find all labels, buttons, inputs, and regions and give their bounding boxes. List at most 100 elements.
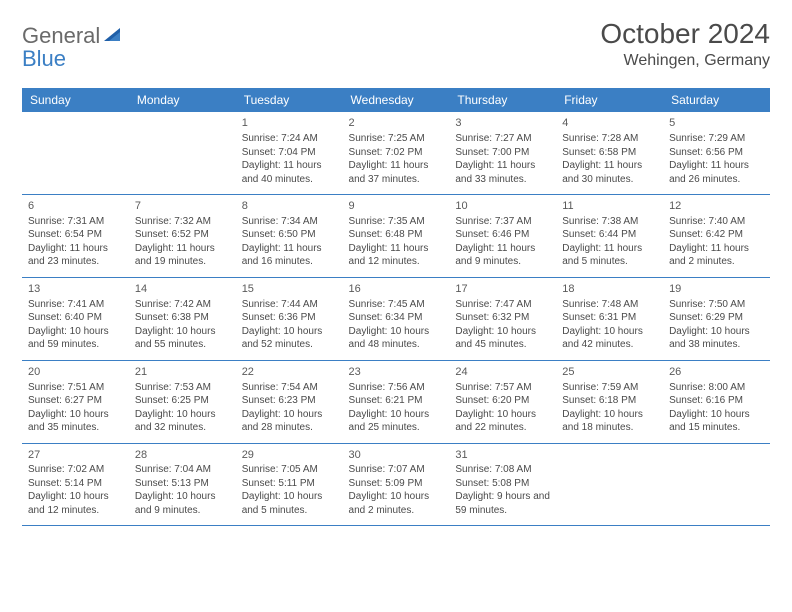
day-number: 31 [455,448,550,463]
day-header: Saturday [663,88,770,112]
day-number: 18 [562,282,657,297]
sunrise-text: Sunrise: 7:04 AM [135,463,230,477]
sunset-text: Sunset: 6:36 PM [242,311,337,325]
daylight-text: Daylight: 11 hours and 5 minutes. [562,242,657,269]
sunrise-text: Sunrise: 7:54 AM [242,381,337,395]
daylight-text: Daylight: 11 hours and 16 minutes. [242,242,337,269]
daylight-text: Daylight: 10 hours and 35 minutes. [28,408,123,435]
sunset-text: Sunset: 6:54 PM [28,228,123,242]
calendar-head: SundayMondayTuesdayWednesdayThursdayFrid… [22,88,770,112]
page-header: GeneralBlue October 2024 Wehingen, Germa… [22,18,770,70]
day-number: 19 [669,282,764,297]
day-number: 14 [135,282,230,297]
day-cell: 30Sunrise: 7:07 AMSunset: 5:09 PMDayligh… [343,443,450,526]
daylight-text: Daylight: 10 hours and 18 minutes. [562,408,657,435]
day-cell: 7Sunrise: 7:32 AMSunset: 6:52 PMDaylight… [129,195,236,278]
sunrise-text: Sunrise: 7:35 AM [349,215,444,229]
day-header: Thursday [449,88,556,112]
daylight-text: Daylight: 10 hours and 45 minutes. [455,325,550,352]
day-number: 17 [455,282,550,297]
sunset-text: Sunset: 6:25 PM [135,394,230,408]
day-number: 7 [135,199,230,214]
calendar-table: SundayMondayTuesdayWednesdayThursdayFrid… [22,88,770,526]
day-cell: 19Sunrise: 7:50 AMSunset: 6:29 PMDayligh… [663,277,770,360]
sunset-text: Sunset: 6:21 PM [349,394,444,408]
sunrise-text: Sunrise: 7:47 AM [455,298,550,312]
day-cell: 3Sunrise: 7:27 AMSunset: 7:00 PMDaylight… [449,112,556,194]
day-number: 21 [135,365,230,380]
day-number: 23 [349,365,444,380]
day-number: 28 [135,448,230,463]
day-cell: 6Sunrise: 7:31 AMSunset: 6:54 PMDaylight… [22,195,129,278]
day-cell: 1Sunrise: 7:24 AMSunset: 7:04 PMDaylight… [236,112,343,194]
sunrise-text: Sunrise: 7:38 AM [562,215,657,229]
sunrise-text: Sunrise: 7:02 AM [28,463,123,477]
day-number: 16 [349,282,444,297]
day-cell [556,443,663,526]
title-block: October 2024 Wehingen, Germany [600,18,770,70]
calendar-body: 1Sunrise: 7:24 AMSunset: 7:04 PMDaylight… [22,112,770,526]
daylight-text: Daylight: 10 hours and 2 minutes. [349,490,444,517]
week-row: 27Sunrise: 7:02 AMSunset: 5:14 PMDayligh… [22,443,770,526]
day-cell: 17Sunrise: 7:47 AMSunset: 6:32 PMDayligh… [449,277,556,360]
daylight-text: Daylight: 10 hours and 22 minutes. [455,408,550,435]
day-cell: 18Sunrise: 7:48 AMSunset: 6:31 PMDayligh… [556,277,663,360]
day-cell: 15Sunrise: 7:44 AMSunset: 6:36 PMDayligh… [236,277,343,360]
daylight-text: Daylight: 9 hours and 59 minutes. [455,490,550,517]
sunrise-text: Sunrise: 7:29 AM [669,132,764,146]
sunset-text: Sunset: 6:31 PM [562,311,657,325]
sunrise-text: Sunrise: 7:42 AM [135,298,230,312]
daylight-text: Daylight: 10 hours and 15 minutes. [669,408,764,435]
day-number: 2 [349,116,444,131]
daylight-text: Daylight: 10 hours and 12 minutes. [28,490,123,517]
daylight-text: Daylight: 11 hours and 40 minutes. [242,159,337,186]
day-cell: 25Sunrise: 7:59 AMSunset: 6:18 PMDayligh… [556,360,663,443]
day-number: 29 [242,448,337,463]
day-cell: 14Sunrise: 7:42 AMSunset: 6:38 PMDayligh… [129,277,236,360]
daylight-text: Daylight: 10 hours and 9 minutes. [135,490,230,517]
month-title: October 2024 [600,18,770,50]
day-cell [129,112,236,194]
day-number: 15 [242,282,337,297]
sunrise-text: Sunrise: 7:51 AM [28,381,123,395]
sunrise-text: Sunrise: 7:45 AM [349,298,444,312]
daylight-text: Daylight: 11 hours and 30 minutes. [562,159,657,186]
daylight-text: Daylight: 10 hours and 55 minutes. [135,325,230,352]
sunrise-text: Sunrise: 7:31 AM [28,215,123,229]
location-label: Wehingen, Germany [600,52,770,70]
day-number: 8 [242,199,337,214]
sunset-text: Sunset: 5:11 PM [242,477,337,491]
sunrise-text: Sunrise: 7:08 AM [455,463,550,477]
daylight-text: Daylight: 10 hours and 28 minutes. [242,408,337,435]
daylight-text: Daylight: 10 hours and 52 minutes. [242,325,337,352]
week-row: 1Sunrise: 7:24 AMSunset: 7:04 PMDaylight… [22,112,770,194]
day-cell [663,443,770,526]
day-cell: 20Sunrise: 7:51 AMSunset: 6:27 PMDayligh… [22,360,129,443]
day-cell: 28Sunrise: 7:04 AMSunset: 5:13 PMDayligh… [129,443,236,526]
daylight-text: Daylight: 11 hours and 19 minutes. [135,242,230,269]
sunset-text: Sunset: 6:27 PM [28,394,123,408]
day-number: 22 [242,365,337,380]
sail-icon [102,24,122,47]
day-cell: 23Sunrise: 7:56 AMSunset: 6:21 PMDayligh… [343,360,450,443]
sunset-text: Sunset: 7:04 PM [242,146,337,160]
day-header: Monday [129,88,236,112]
daylight-text: Daylight: 11 hours and 26 minutes. [669,159,764,186]
day-cell: 26Sunrise: 8:00 AMSunset: 6:16 PMDayligh… [663,360,770,443]
daylight-text: Daylight: 10 hours and 32 minutes. [135,408,230,435]
day-number: 26 [669,365,764,380]
day-number: 30 [349,448,444,463]
sunset-text: Sunset: 5:14 PM [28,477,123,491]
daylight-text: Daylight: 10 hours and 59 minutes. [28,325,123,352]
day-header: Friday [556,88,663,112]
day-number: 24 [455,365,550,380]
day-cell: 12Sunrise: 7:40 AMSunset: 6:42 PMDayligh… [663,195,770,278]
sunrise-text: Sunrise: 7:57 AM [455,381,550,395]
daylight-text: Daylight: 11 hours and 37 minutes. [349,159,444,186]
sunset-text: Sunset: 6:44 PM [562,228,657,242]
daylight-text: Daylight: 11 hours and 2 minutes. [669,242,764,269]
sunset-text: Sunset: 5:13 PM [135,477,230,491]
day-cell: 24Sunrise: 7:57 AMSunset: 6:20 PMDayligh… [449,360,556,443]
sunset-text: Sunset: 6:56 PM [669,146,764,160]
sunrise-text: Sunrise: 7:32 AM [135,215,230,229]
